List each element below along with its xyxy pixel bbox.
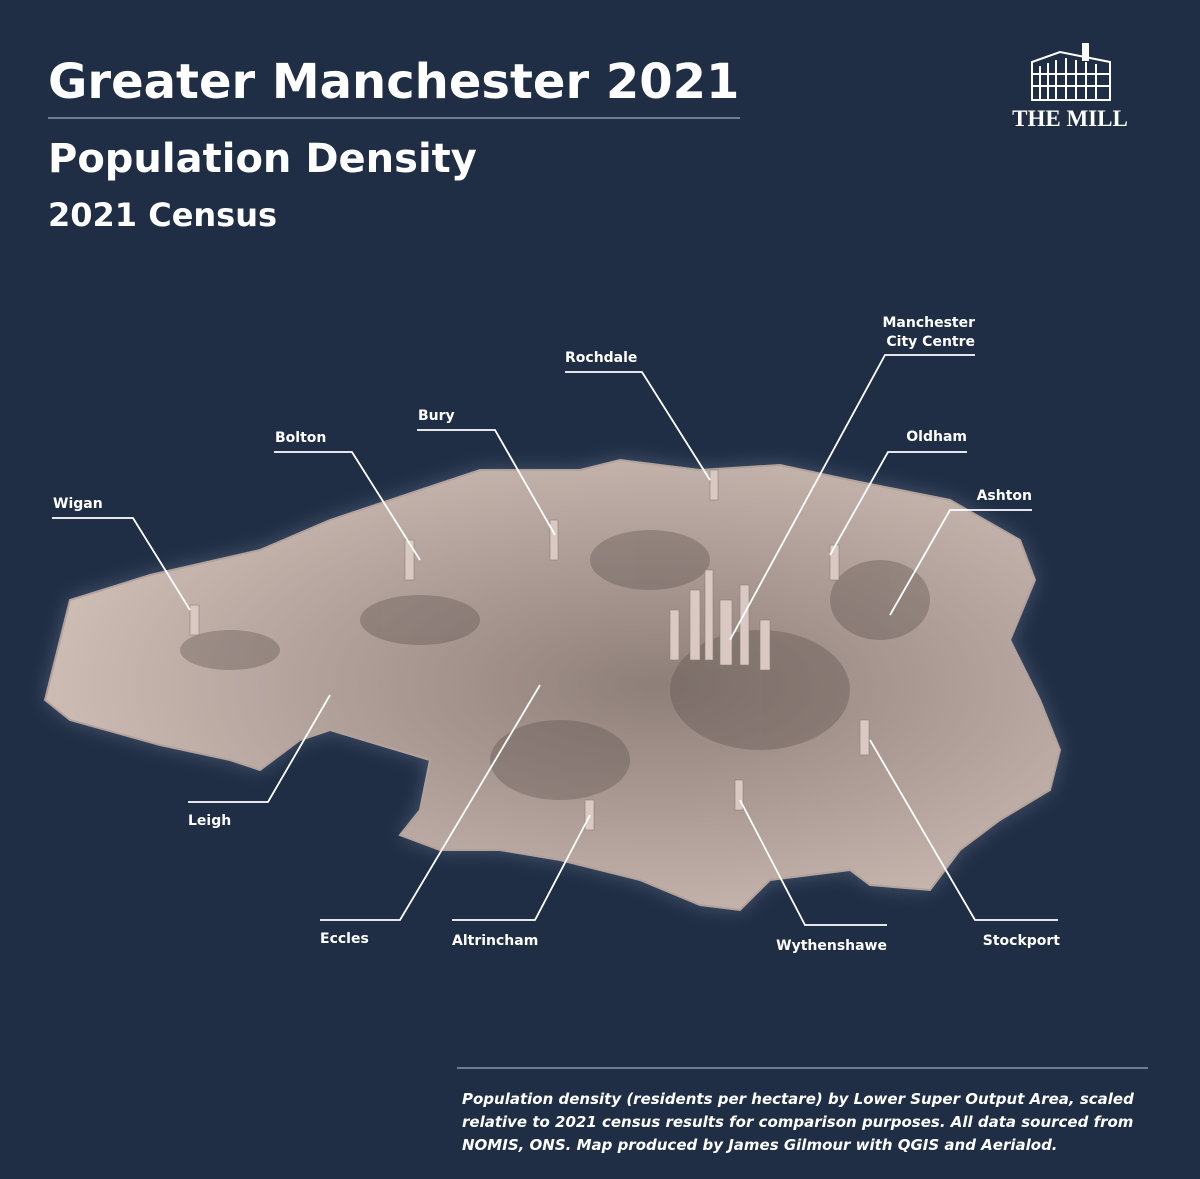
logo-text: THE MILL: [1012, 106, 1128, 131]
leader-line: [452, 814, 591, 921]
place-label: Stockport: [983, 933, 1061, 949]
leader-line: [739, 799, 887, 926]
map: [43, 458, 1062, 912]
subtitle2: 2021 Census: [48, 196, 277, 234]
place-label: Wythenshawe: [776, 938, 887, 954]
title: Greater Manchester 2021: [48, 54, 739, 110]
leader-line: [188, 694, 331, 803]
subtitle: Population Density: [48, 136, 477, 182]
place-label: City Centre: [886, 334, 975, 350]
leader-line: [829, 451, 967, 556]
leader-line: [320, 684, 541, 921]
leader-line: [889, 509, 1032, 616]
footnote: Population density (residents per hectar…: [462, 1090, 1134, 1154]
place-label: Wigan: [53, 496, 103, 512]
leader-line: [729, 354, 975, 641]
place-label: Oldham: [906, 429, 967, 445]
leader-line: [869, 739, 1058, 921]
logo-icon: [1031, 43, 1111, 101]
leader-line: [52, 517, 191, 611]
leader-line: [417, 429, 556, 536]
place-label: Bury: [418, 408, 455, 424]
place-label: Manchester: [882, 315, 975, 331]
place-label: Bolton: [275, 430, 326, 446]
place-label: Leigh: [188, 813, 231, 829]
place-label: Ashton: [977, 488, 1032, 504]
place-label: Altrincham: [452, 933, 538, 949]
leader-line: [274, 451, 421, 561]
place-label: Eccles: [320, 931, 369, 947]
place-label: Rochdale: [565, 350, 637, 366]
leader-line: [565, 371, 711, 481]
